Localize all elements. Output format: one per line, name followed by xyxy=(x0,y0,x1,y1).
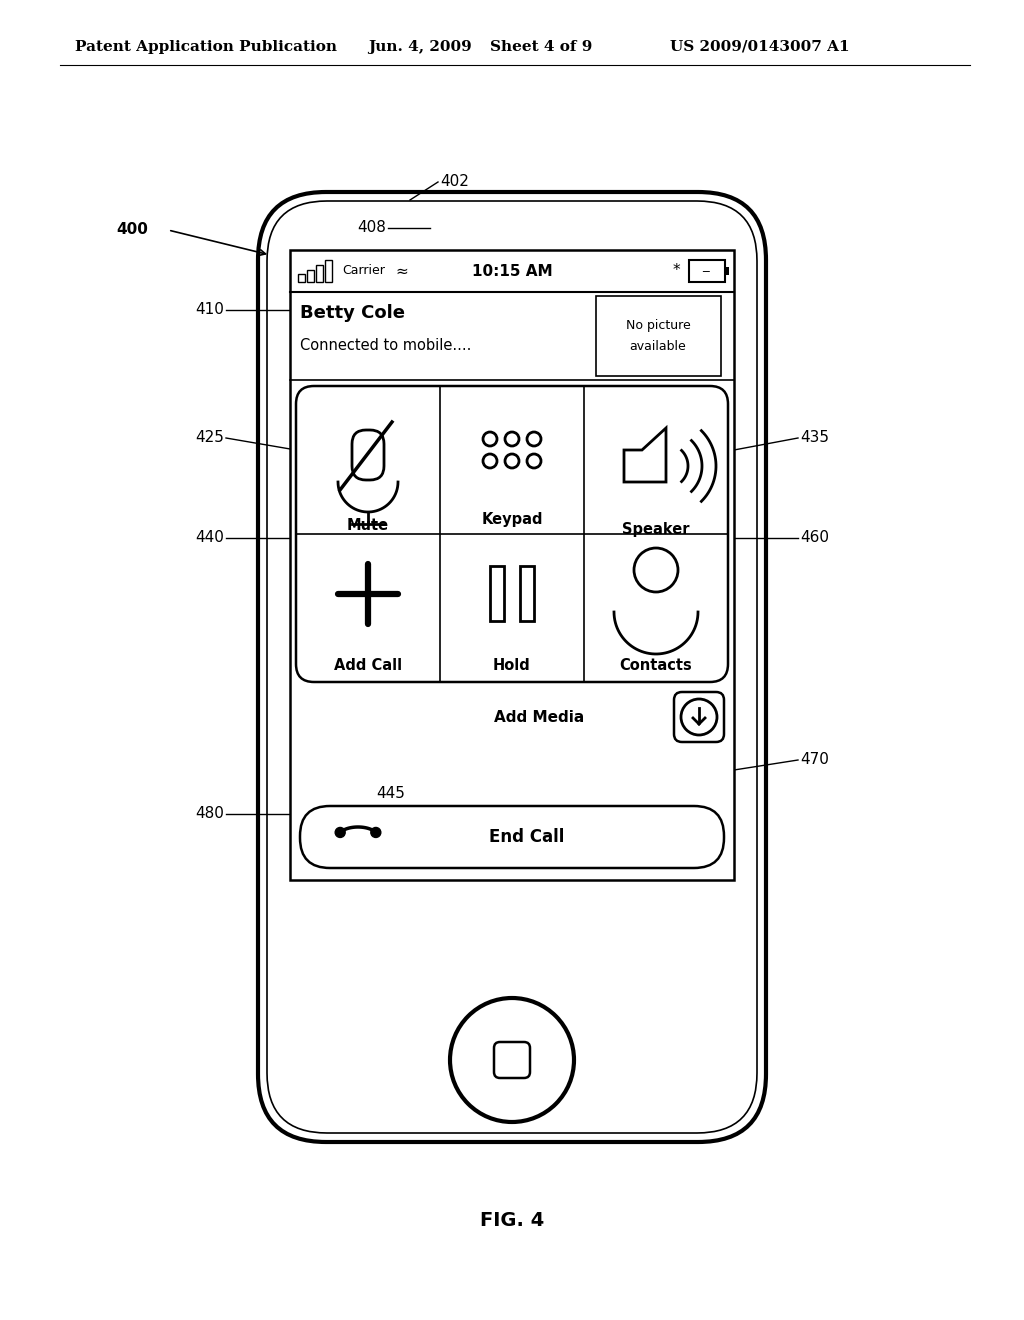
Text: ≈: ≈ xyxy=(395,264,408,279)
FancyBboxPatch shape xyxy=(674,692,724,742)
Text: 480: 480 xyxy=(196,807,224,821)
Bar xyxy=(307,271,314,282)
Text: Betty Cole: Betty Cole xyxy=(300,304,406,322)
Text: 445: 445 xyxy=(376,787,404,801)
Text: Mute: Mute xyxy=(347,517,389,533)
Text: 408: 408 xyxy=(357,220,386,235)
Text: Connected to mobile....: Connected to mobile.... xyxy=(300,338,471,352)
Text: available: available xyxy=(630,339,686,352)
FancyBboxPatch shape xyxy=(494,1041,530,1078)
Text: FIG. 4: FIG. 4 xyxy=(480,1210,544,1229)
Text: 460: 460 xyxy=(800,531,829,545)
Bar xyxy=(290,249,734,880)
Text: 425: 425 xyxy=(196,430,224,446)
Text: 430: 430 xyxy=(492,412,521,428)
FancyBboxPatch shape xyxy=(352,430,384,480)
Text: Add Call: Add Call xyxy=(334,657,402,673)
Bar xyxy=(520,566,534,620)
Bar xyxy=(325,260,332,282)
FancyBboxPatch shape xyxy=(438,282,586,312)
Text: ─: ─ xyxy=(701,267,709,276)
FancyBboxPatch shape xyxy=(300,807,724,869)
Text: Speaker: Speaker xyxy=(623,521,690,537)
Text: 440: 440 xyxy=(196,531,224,545)
Text: 402: 402 xyxy=(440,174,469,190)
Text: 435: 435 xyxy=(800,430,829,446)
Text: 410: 410 xyxy=(196,302,224,318)
Bar xyxy=(596,296,721,376)
FancyBboxPatch shape xyxy=(296,385,728,682)
Text: US 2009/0143007 A1: US 2009/0143007 A1 xyxy=(670,40,850,54)
Bar xyxy=(689,260,725,282)
Text: End Call: End Call xyxy=(489,828,564,846)
Text: Keypad: Keypad xyxy=(481,512,543,527)
Text: *: * xyxy=(672,264,680,279)
Polygon shape xyxy=(624,428,666,482)
Bar xyxy=(298,275,305,282)
Text: 10:15 AM: 10:15 AM xyxy=(472,264,552,279)
Text: 470: 470 xyxy=(800,752,828,767)
Text: Carrier: Carrier xyxy=(342,264,385,277)
Circle shape xyxy=(371,828,381,837)
Text: Add Media: Add Media xyxy=(494,710,584,725)
Circle shape xyxy=(335,828,345,837)
Bar xyxy=(691,261,723,280)
Text: No picture: No picture xyxy=(626,319,690,333)
Text: Jun. 4, 2009: Jun. 4, 2009 xyxy=(368,40,472,54)
Text: Contacts: Contacts xyxy=(620,657,692,673)
Text: Sheet 4 of 9: Sheet 4 of 9 xyxy=(490,40,592,54)
FancyBboxPatch shape xyxy=(258,191,766,1142)
Bar xyxy=(490,566,504,620)
Text: 400: 400 xyxy=(116,223,148,238)
Text: Hold: Hold xyxy=(494,657,530,673)
Bar xyxy=(725,267,729,275)
Bar xyxy=(316,265,323,282)
Text: Patent Application Publication: Patent Application Publication xyxy=(75,40,337,54)
